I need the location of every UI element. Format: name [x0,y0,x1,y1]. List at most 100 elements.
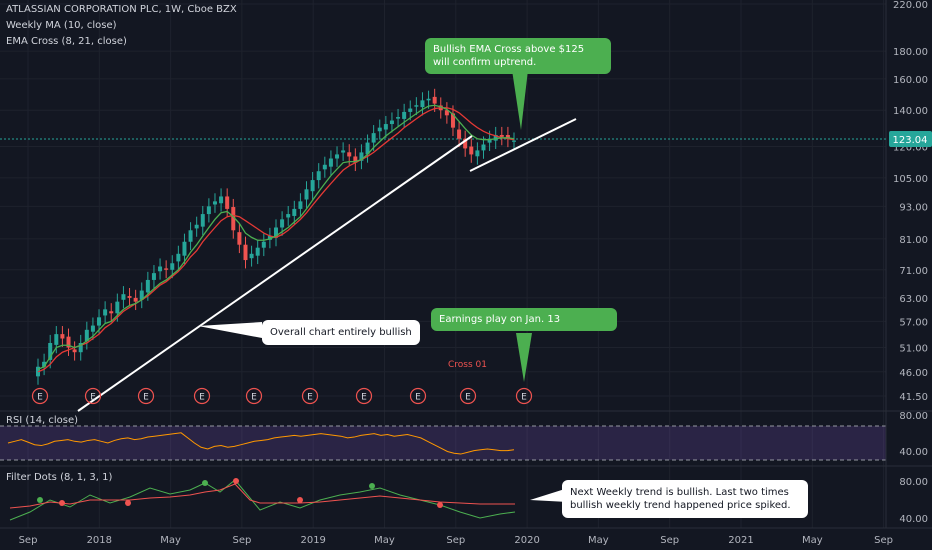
candle-body [109,311,114,314]
price-tick-label: 57.00 [899,317,928,328]
candle-body [487,138,492,143]
candle-body [469,146,474,155]
candle-body [347,152,352,157]
filter-dot [233,478,239,484]
price-tick-label: 51.00 [899,344,928,355]
time-tick-label: Sep [19,535,38,546]
time-axis: Sep 2018 May Sep 2019 May Sep 2020 May Sep 2021 May… [19,535,893,546]
earnings-marker-label: E [199,393,205,403]
candle-body [54,334,59,345]
earnings-marker-label: E [307,393,313,403]
time-tick-label: 2018 [87,535,112,546]
earnings-marker [459,387,477,405]
candle-body [353,156,358,163]
bullish-callout-pointer [198,322,262,338]
candle-body [42,361,47,367]
candle-body [97,317,102,326]
candle-body [420,100,425,108]
candle-body [493,134,498,141]
candle-body [444,110,449,116]
indicator-panes [0,0,932,529]
candle-body [66,336,71,348]
candle-body [212,201,217,205]
rsi-background-band [0,426,886,460]
dots-tick-label: 40.00 [899,514,928,525]
candle-body [127,296,132,298]
filter-dot [125,500,131,506]
time-tick-label: May [802,535,823,546]
filter-dot [59,500,65,506]
candle-body [475,150,480,157]
candle-body [188,230,193,242]
price-tick-label: 105.00 [893,174,928,185]
rsi-line [7,432,515,455]
candlesticks [36,88,516,385]
ema-callout-pointer [512,70,528,130]
candle-body [139,290,144,300]
time-tick-label: 2021 [728,535,753,546]
dots-tick-label: 80.00 [899,477,928,488]
earnings-marker [409,387,427,405]
weekly-ma-line [37,107,515,373]
candle-body [249,253,254,259]
ema-fast-line [37,104,515,370]
filter-dots-green-line [9,479,516,521]
candle-body [322,164,327,170]
earnings-marker-label: E [521,393,527,403]
trendline-main [77,135,473,412]
candle-body [164,268,169,270]
candle-body [316,171,321,181]
candle-body [261,241,266,248]
candle-body [121,294,126,300]
candle-body [145,279,150,293]
price-tick-label: 81.00 [899,235,928,246]
candle-body [396,117,401,119]
trendline-recent [469,118,577,172]
candle-body [304,189,309,200]
legend-rsi: RSI (14, close) [6,415,79,426]
candle-body [389,120,394,125]
candle-body [328,158,333,167]
candle-body [133,297,138,302]
price-tick-label: 63.00 [899,294,928,305]
candle-body [450,113,455,128]
candle-body [243,244,248,261]
candle-body [377,127,382,132]
price-tick-label: 120.00 [893,142,928,153]
earnings-marker [193,387,211,405]
rsi-tick-label: 80.00 [899,411,928,422]
earnings-marker [355,387,373,405]
candle-body [341,150,346,153]
earnings-marker-label: E [361,393,367,403]
price-axis: 220.00 180.00 160.00 140.00 120.00 105.00 93.0… [893,0,928,403]
candle-body [219,196,224,204]
weekly-trend-callout: Next Weekly trend is bullish. Last two t… [562,480,808,518]
candle-body [371,133,376,143]
rsi-indicator [7,432,515,455]
candle-body [292,208,297,216]
candle-body [310,180,315,192]
chart-title: ATLASSIAN CORPORATION PLC, 1W, Cboe BZX [6,4,237,15]
candle-body [84,329,89,342]
candle-body [457,129,462,139]
candle-body [505,134,510,139]
candle-body [402,111,407,119]
price-tick-label: 160.00 [893,75,928,86]
candle-body [286,214,291,218]
candle-body [200,214,205,227]
candle-body [408,108,413,112]
time-tick-label: May [374,535,395,546]
candle-body [115,301,120,314]
time-tick-label: May [160,535,181,546]
candle-body [151,273,156,280]
legend-weekly-ma: Weekly MA (10, close) [6,20,117,31]
candle-body [298,201,303,209]
earnings-marker [84,387,102,405]
time-tick-label: Sep [446,535,465,546]
time-tick-label: May [588,535,609,546]
ema-cross-callout: Bullish EMA Cross above $125 will confir… [425,38,611,74]
candle-body [255,247,260,256]
candle-body [359,152,364,161]
price-tick-label: 180.00 [893,47,928,58]
